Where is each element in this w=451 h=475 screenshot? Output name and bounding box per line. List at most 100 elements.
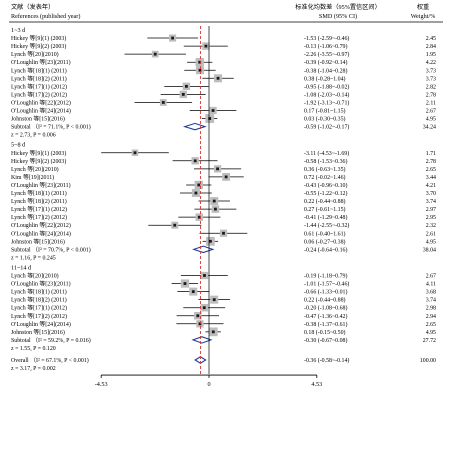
weight-value: 3.74 [426, 199, 436, 205]
weight-header-en: Weight/% [411, 13, 436, 20]
smd-ci-value: -0.41 (-1.29~0.48) [304, 214, 347, 221]
smd-ci-value: -0.13 (-1.06~0.79) [304, 43, 347, 50]
study-label: Lynch 等[18](2) (2011) [11, 74, 67, 82]
smd-ci-value: -0.38 (-1.37~0.61) [304, 321, 347, 328]
point-estimate [194, 191, 198, 195]
study-label: Lynch 等[17](1) (2012) [11, 304, 67, 312]
study-label: Lynch 等[20](2010) [11, 165, 59, 173]
point-estimate [198, 322, 202, 326]
study-label: Kim 等[19](2011) [11, 173, 54, 181]
point-estimate [198, 60, 202, 64]
x-tick-label: 4.53 [311, 381, 322, 388]
x-tick-label: -4.53 [95, 381, 108, 388]
study-label: Lynch 等[20](2010) [11, 50, 59, 58]
point-estimate [173, 223, 177, 227]
study-label: Johnston 等[15](2016) [11, 237, 65, 245]
smd-ci-value: 0.06 (-0.27~0.38) [304, 238, 346, 245]
subtotal-smd-ci: -0.59 (-1.02~-0.17) [304, 124, 349, 131]
smd-ci-value: -0.47 (-1.36~0.42) [304, 313, 347, 320]
weight-value: 2.11 [426, 100, 436, 106]
smd-ci-value: -0.19 (-1.18~0.79) [304, 273, 347, 280]
weight-value: 3.70 [426, 191, 436, 197]
point-estimate [202, 306, 206, 310]
smd-ci-value: 0.38 (-0.28~1.04) [304, 75, 346, 82]
smd-ci-value: -0.38 (-1.04~0.28) [304, 67, 347, 74]
weight-value: 4.95 [426, 117, 436, 123]
smd-ci-value: -1.44 (-2.55~-0.32) [304, 222, 349, 229]
point-estimate [153, 52, 157, 56]
point-estimate [203, 274, 206, 277]
subtotal-weight: 34.24 [423, 125, 436, 131]
study-label: Hickey 等[9](1) (2003) [11, 149, 66, 157]
weight-value: 1.95 [426, 52, 436, 58]
weight-value: 4.21 [426, 183, 436, 189]
point-estimate [197, 215, 201, 219]
point-estimate [133, 151, 137, 155]
study-label: Hickey 等[9](2) (2003) [11, 42, 66, 50]
smd-ci-value: -0.95 (-1.88~-0.02) [304, 83, 349, 90]
subtotal-smd-ci: -0.24 (-0.64~0.16) [304, 246, 347, 253]
smd-ci-value: 0.72 (-0.02~1.46) [304, 174, 346, 181]
weight-value: 2.94 [426, 314, 436, 320]
point-estimate [211, 330, 215, 334]
weight-value: 4.95 [426, 330, 436, 336]
study-label: Hickey 等[9](2) (2003) [11, 157, 66, 165]
point-estimate [212, 199, 216, 203]
smd-ci-value: -0.66 (-1.33~0.01) [304, 289, 347, 296]
weight-value: 1.71 [426, 151, 436, 157]
overall-label: Overall （I² = 67.1%, P < 0.001) [11, 357, 89, 364]
weight-value: 4.11 [426, 282, 436, 288]
smd-header-en: SMD (95% CI) [319, 13, 357, 20]
x-tick-label: 0 [207, 381, 210, 388]
point-estimate [211, 109, 215, 112]
study-label: Lynch 等[18](1) (2011) [11, 66, 67, 74]
subtotal-smd-ci: -0.30 (-0.67~0.08) [304, 337, 347, 344]
weight-value: 2.45 [426, 36, 436, 42]
point-estimate [193, 159, 197, 163]
table-header: 文献（发表年） References (published year) 标准化均… [9, 3, 443, 23]
smd-ci-value: 0.17 (-0.81~1.15) [304, 108, 346, 115]
subtotal-label: Subtotal （I² = 70.7%, P < 0.001) [11, 246, 91, 253]
smd-header-cn: 标准化均数差（95%置信区间） [295, 3, 381, 11]
subtotal-weight: 27.72 [423, 338, 436, 344]
study-label: O'Loughlin 等[24](2014) [11, 107, 71, 115]
study-label: Lynch 等[20](2010) [11, 272, 59, 280]
weight-value: 2.65 [426, 322, 436, 328]
study-label: O'Loughlin 等[24](2014) [11, 229, 71, 237]
study-label: O'Loughlin 等[22](2012) [11, 221, 71, 229]
study-label: O'Loughlin 等[23](2011) [11, 280, 71, 288]
subgroup-title: 11~14 d [11, 264, 32, 271]
point-estimate [208, 117, 212, 120]
overall-smd-ci: -0.36 (-0.58~-0.14) [304, 357, 349, 364]
smd-ci-value: 0.36 (-0.63~1.35) [304, 166, 346, 173]
weight-value: 2.65 [426, 167, 436, 173]
point-estimate [196, 314, 200, 318]
smd-ci-value: -0.20 (-1.08~0.68) [304, 305, 347, 312]
point-estimate [184, 84, 188, 88]
point-estimate [197, 183, 201, 187]
weight-value: 2.32 [426, 223, 436, 229]
subtotal-diamond [192, 245, 215, 254]
smd-ci-value: -1.01 (-1.57~-0.46) [304, 281, 349, 288]
study-label: Lynch 等[17](1) (2012) [11, 82, 67, 90]
weight-value: 3.44 [426, 175, 436, 181]
reference-header-en: References (published year) [11, 13, 80, 20]
reference-header-cn: 文献（发表年） [11, 3, 54, 11]
smd-ci-value: -0.39 (-0.92~0.14) [304, 59, 347, 66]
subgroup-title: 5~8 d [11, 142, 26, 149]
study-label: Johnston 等[15](2016) [11, 328, 65, 336]
point-estimate [216, 167, 219, 171]
weight-value: 2.78 [426, 92, 436, 98]
smd-ci-value: -0.43 (-0.96~0.10) [304, 182, 347, 189]
subtotal-z-test: z = 1.16, P = 0.245 [11, 255, 56, 261]
subtotal-label: Subtotal （I² = 59.2%, P = 0.016) [11, 337, 91, 344]
weight-value: 4.22 [426, 60, 436, 66]
point-estimate [212, 298, 216, 302]
weight-value: 2.84 [426, 44, 436, 50]
study-label: Lynch 等[18](2) (2011) [11, 296, 67, 304]
smd-ci-value: 0.22 (-0.44~0.88) [304, 297, 346, 304]
weight-value: 2.67 [426, 274, 436, 280]
smd-ci-value: -3.11 (-4.53~-1.69) [304, 150, 349, 157]
weight-header-cn: 权重 [417, 3, 429, 11]
